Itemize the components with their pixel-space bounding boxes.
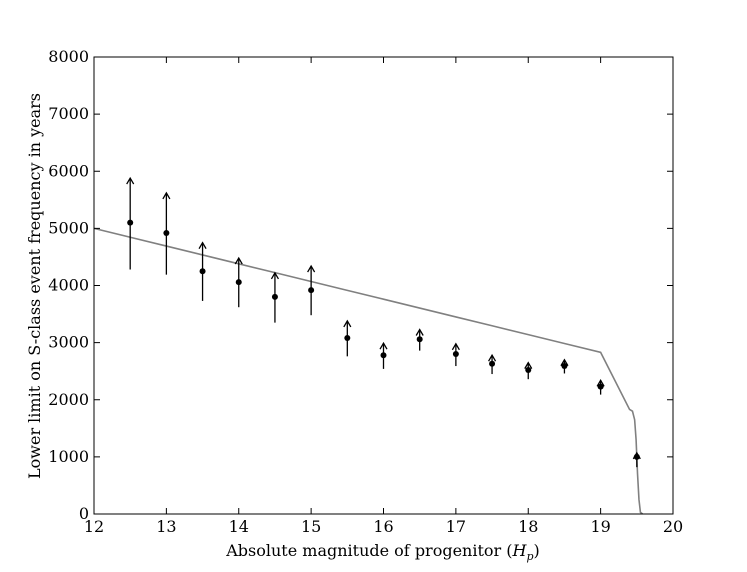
data-point-13 xyxy=(597,383,604,390)
y-tick-label-3000: 3000 xyxy=(48,333,89,352)
y-tick-label-4000: 4000 xyxy=(48,276,89,295)
x-tick-label-18: 18 xyxy=(518,517,538,536)
y-tick-label-1000: 1000 xyxy=(48,447,89,466)
data-point-12 xyxy=(561,363,568,370)
x-axis-label: Absolute magnitude of progenitor (Hp) xyxy=(225,541,540,563)
plot-ticks: 12 13 14 15 16 17 18 19 20 0 1000 2000 3000 4000 5000 6… xyxy=(48,47,683,536)
data-point-3 xyxy=(235,279,242,286)
lower-limit-arrow-7 xyxy=(379,341,388,350)
lower-limit-arrow-5 xyxy=(307,264,316,273)
model-line xyxy=(93,227,644,515)
data-point-10 xyxy=(489,360,496,367)
y-tick-label-7000: 7000 xyxy=(48,104,89,123)
y-tick-label-5000: 5000 xyxy=(48,218,89,237)
lower-limit-arrow-10 xyxy=(488,353,497,362)
lower-limit-arrow-3 xyxy=(234,256,243,265)
y-axis-label: Lower limit on S-class event frequency i… xyxy=(25,93,44,479)
lower-limit-arrow-12 xyxy=(560,358,569,367)
data-point-5 xyxy=(308,287,315,294)
lower-limit-arrow-4 xyxy=(270,271,279,280)
lower-limit-arrow-8 xyxy=(415,328,424,336)
lower-limit-arrow-6 xyxy=(343,319,352,328)
data-point-7 xyxy=(380,352,387,359)
y-tick-label-0: 0 xyxy=(79,504,89,523)
x-tick-label-15: 15 xyxy=(301,517,321,536)
plot-frame xyxy=(93,56,674,515)
y-tick-label-6000: 6000 xyxy=(48,161,89,180)
x-tick-label-19: 19 xyxy=(590,517,610,536)
data-point-4 xyxy=(271,293,278,300)
data-point-0 xyxy=(127,219,134,226)
y-tick-label-8000: 8000 xyxy=(48,47,89,66)
lower-limit-arrow-2 xyxy=(198,241,207,249)
data-point-6 xyxy=(344,335,351,342)
x-tick-label-14: 14 xyxy=(229,517,249,536)
plot-axes xyxy=(93,56,674,515)
data-point-14 xyxy=(633,453,640,460)
x-tick-label-17: 17 xyxy=(446,517,466,536)
x-tick-label-12: 12 xyxy=(84,517,104,536)
data-point-8 xyxy=(416,336,423,343)
plot-marks xyxy=(93,176,644,515)
lower-limit-arrow-1 xyxy=(162,191,171,200)
y-tick-label-2000: 2000 xyxy=(48,390,89,409)
lower-limit-arrow-0 xyxy=(126,176,135,185)
x-tick-label-13: 13 xyxy=(156,517,176,536)
data-point-9 xyxy=(452,351,459,358)
lower-limit-arrow-13 xyxy=(596,379,605,387)
x-tick-label-20: 20 xyxy=(663,517,683,536)
lower-limit-arrow-9 xyxy=(451,342,460,351)
lower-limit-arrow-11 xyxy=(524,361,533,369)
data-point-2 xyxy=(199,268,206,275)
x-tick-label-16: 16 xyxy=(373,517,393,536)
data-point-1 xyxy=(163,229,170,236)
data-point-11 xyxy=(525,367,532,374)
